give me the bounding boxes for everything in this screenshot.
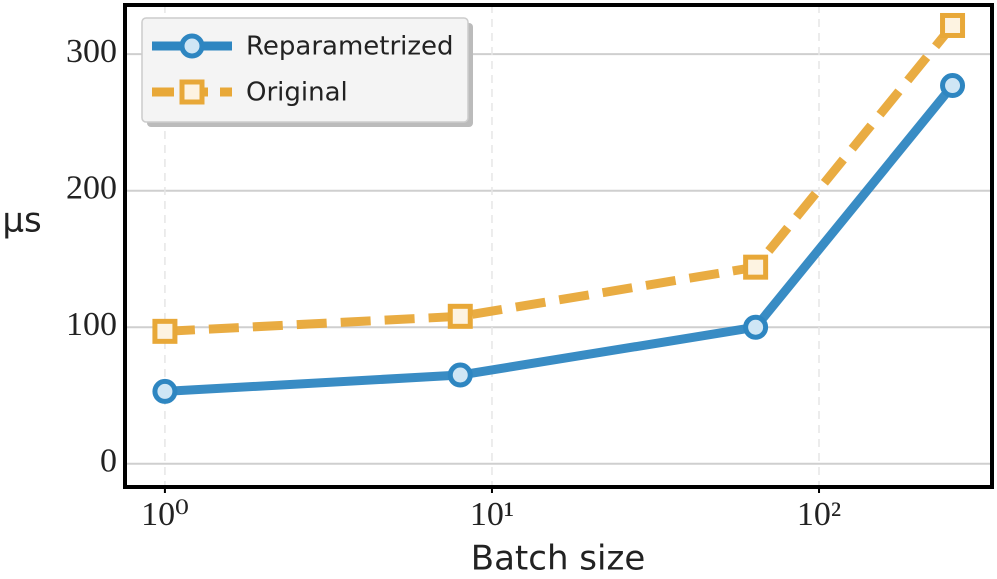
x-axis-label: Batch size <box>471 539 645 579</box>
marker <box>940 73 966 99</box>
marker <box>447 362 473 388</box>
marker <box>743 254 769 280</box>
legend-marker <box>179 33 205 59</box>
plot-frame <box>123 3 994 489</box>
y-tick-label: 200 <box>66 169 117 206</box>
x-tick-label: 10² <box>797 496 841 533</box>
legend-label: Original <box>246 78 348 108</box>
marker <box>152 318 178 344</box>
y-tick-label: 100 <box>66 306 117 343</box>
series-line <box>164 82 957 396</box>
marker <box>152 378 178 404</box>
x-tick-label: 10⁰ <box>141 496 189 533</box>
y-tick-label: 0 <box>100 443 117 480</box>
legend-label: Reparametrized <box>246 32 454 62</box>
marker <box>743 314 769 340</box>
marker <box>940 12 966 38</box>
y-axis-label: μs <box>2 201 41 241</box>
marker <box>447 303 473 329</box>
y-tick-label: 300 <box>66 33 117 70</box>
x-tick-label: 10¹ <box>470 496 514 533</box>
series-line <box>164 22 957 336</box>
legend-marker <box>179 79 205 105</box>
